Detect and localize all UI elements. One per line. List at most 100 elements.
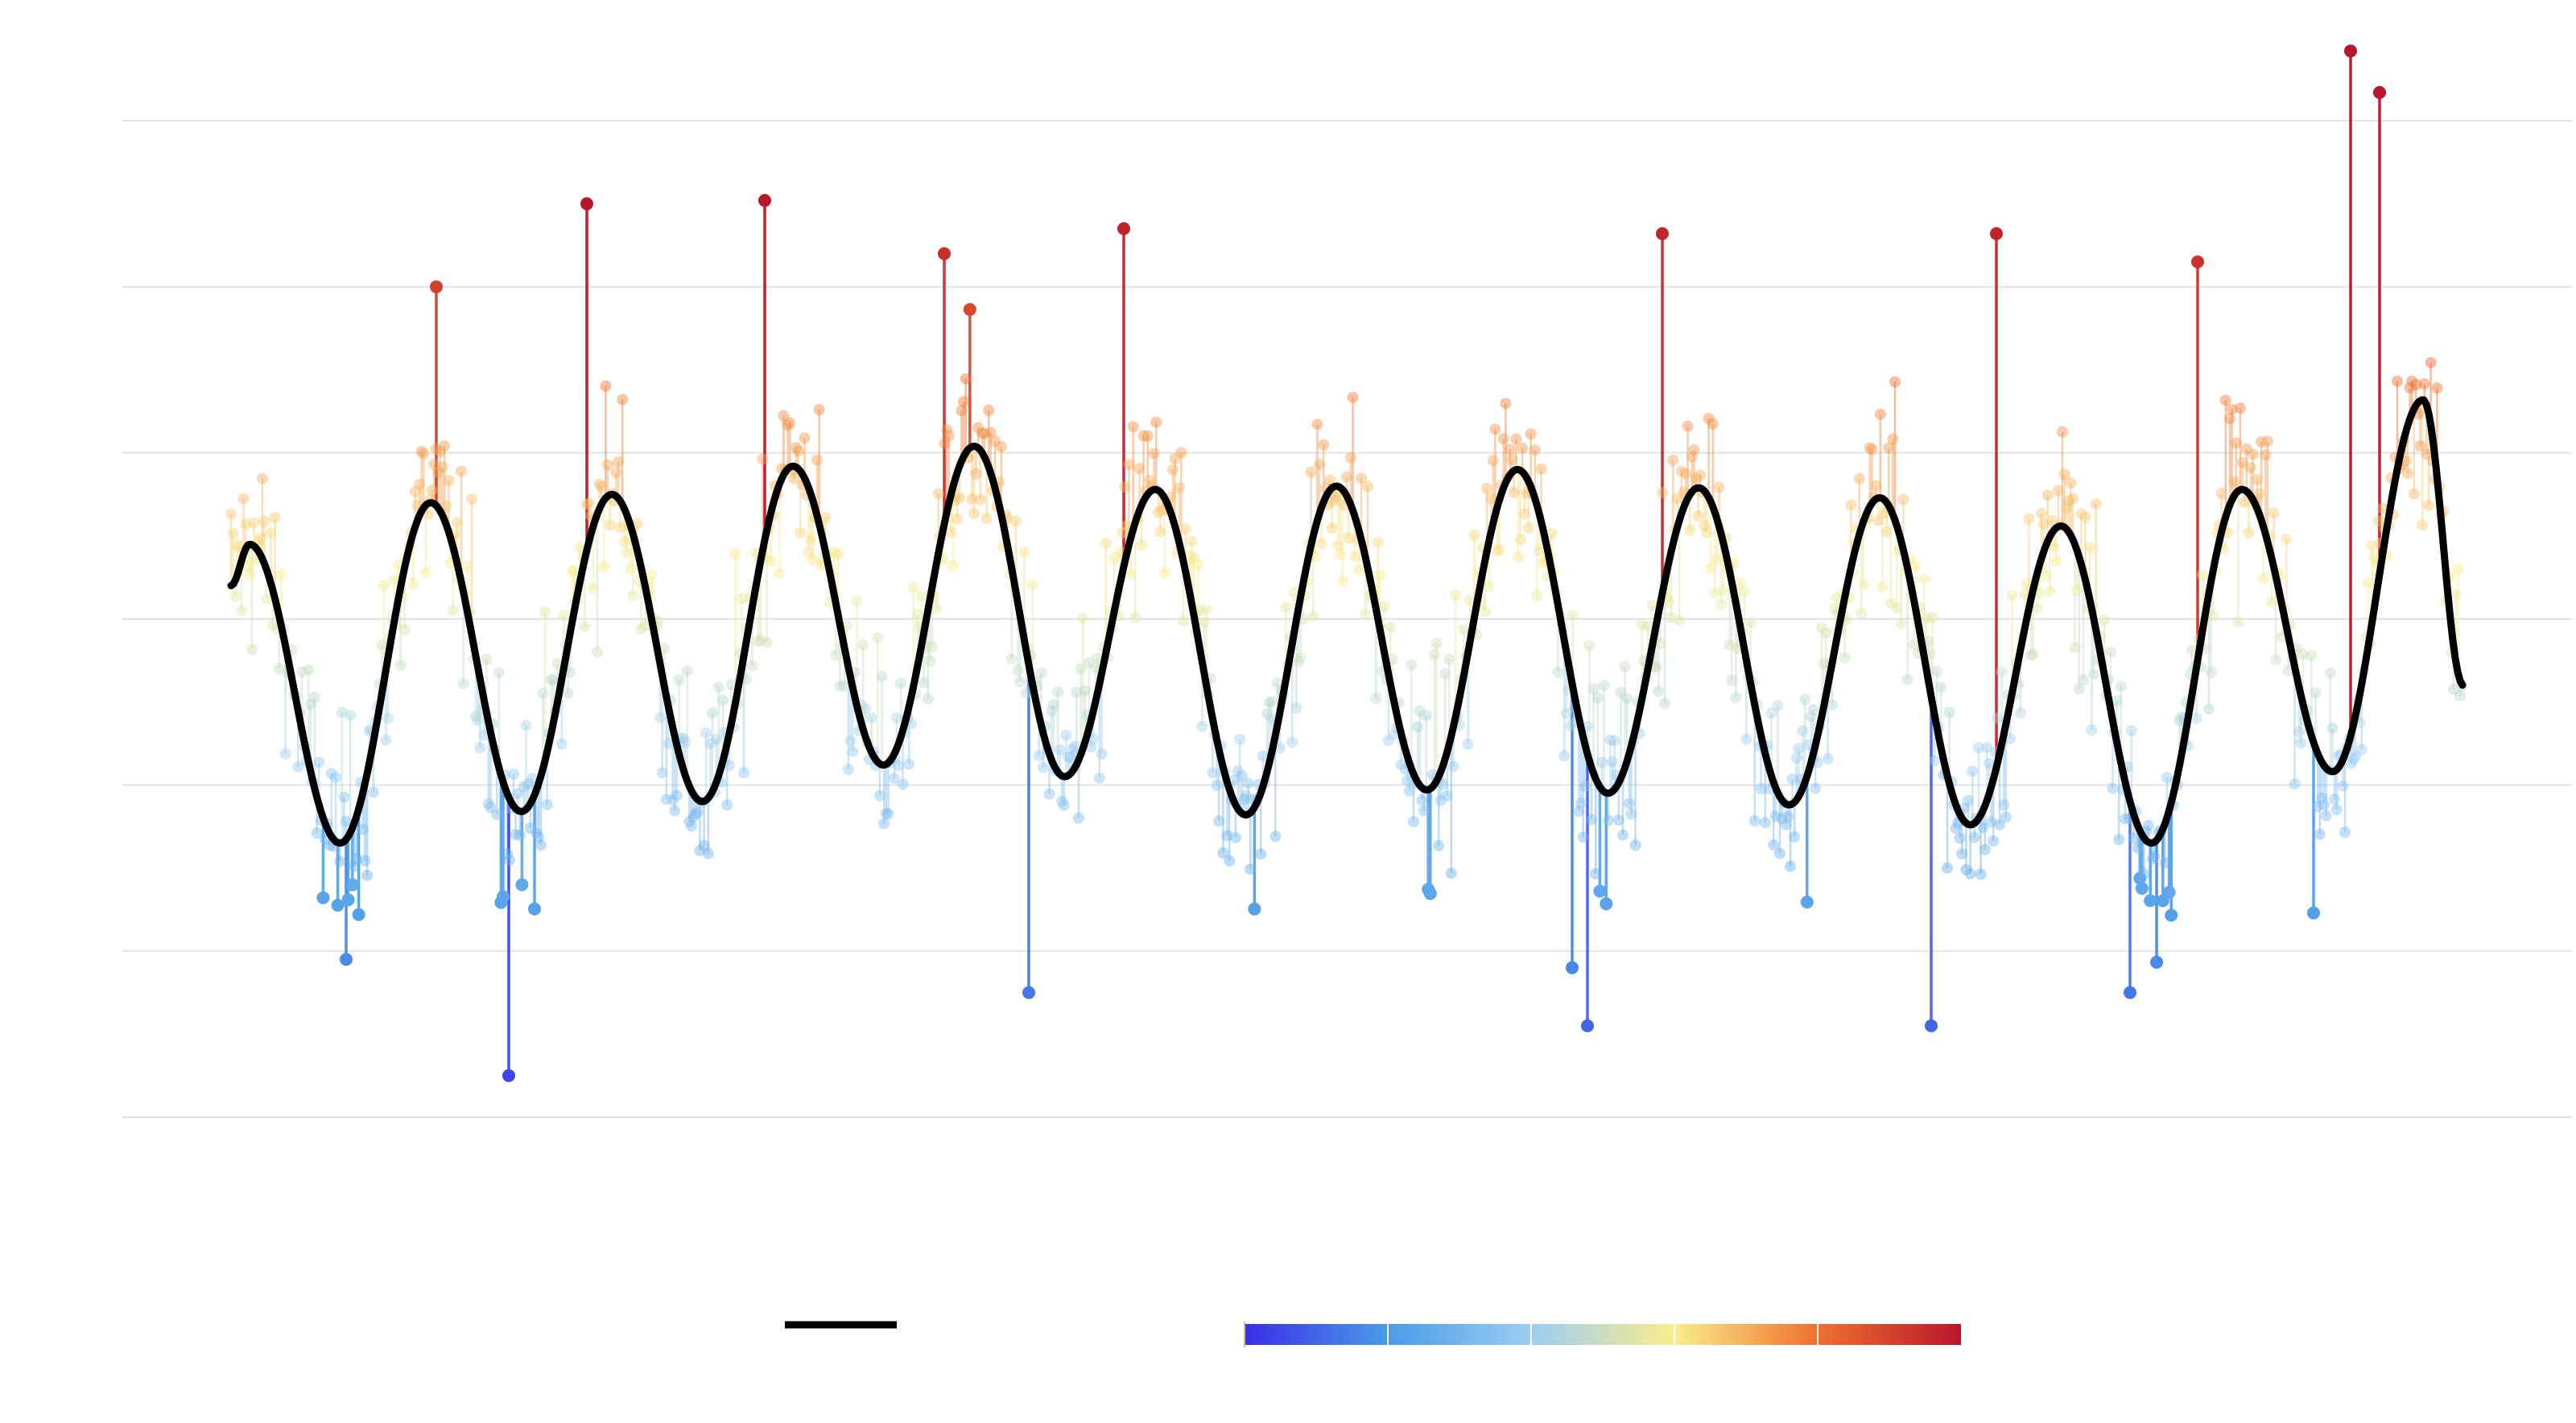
observation-point bbox=[1402, 774, 1414, 786]
observation-point bbox=[903, 758, 915, 770]
observation-point bbox=[2320, 810, 2332, 822]
observation-point bbox=[828, 547, 840, 559]
observation-point bbox=[2350, 750, 2361, 762]
observation-point bbox=[1360, 608, 1372, 621]
observation-point bbox=[1531, 590, 1543, 602]
observation-point bbox=[1406, 659, 1418, 671]
observation-point bbox=[1043, 788, 1055, 800]
observation-point bbox=[2107, 782, 2119, 794]
observation-point bbox=[1523, 522, 1534, 534]
observation-point bbox=[927, 641, 938, 653]
observation-point bbox=[671, 790, 683, 802]
observation-point bbox=[376, 639, 388, 651]
observation-point bbox=[625, 563, 637, 575]
observation-point bbox=[357, 823, 369, 835]
observation-point bbox=[545, 674, 557, 686]
observation-point bbox=[414, 478, 425, 490]
observation-point bbox=[1207, 766, 1219, 778]
observation-point bbox=[2132, 842, 2144, 854]
observation-point bbox=[874, 790, 886, 802]
observation-point bbox=[1060, 729, 1072, 741]
observation-point bbox=[2086, 724, 2098, 736]
observation-point bbox=[1653, 685, 1665, 697]
observation-point bbox=[2021, 578, 2033, 590]
observation-point bbox=[2236, 456, 2248, 468]
observation-point bbox=[972, 422, 985, 434]
observation-point bbox=[1056, 795, 1068, 807]
observation-point bbox=[2062, 494, 2074, 506]
observation-point bbox=[679, 736, 691, 748]
observation-point bbox=[1026, 579, 1038, 591]
observation-point bbox=[2019, 588, 2031, 600]
observation-point bbox=[1935, 681, 1947, 693]
observation-point bbox=[1793, 743, 1805, 755]
observation-point bbox=[1964, 868, 1976, 880]
observation-point bbox=[774, 567, 786, 580]
observation-point bbox=[237, 493, 250, 505]
observation-point bbox=[895, 677, 906, 689]
observation-point bbox=[1269, 831, 1282, 843]
observation-point bbox=[832, 548, 844, 560]
observation-point bbox=[2061, 501, 2073, 514]
observation-point bbox=[1600, 897, 1613, 910]
observation-point bbox=[248, 517, 260, 529]
observation-point bbox=[497, 890, 510, 904]
observation-point bbox=[1141, 430, 1154, 442]
observation-point bbox=[729, 548, 741, 560]
observation-point bbox=[1037, 761, 1049, 773]
observation-point bbox=[1152, 506, 1164, 518]
observation-point bbox=[1864, 442, 1876, 454]
observation-point bbox=[600, 380, 612, 392]
observation-point bbox=[1816, 622, 1827, 634]
observation-point bbox=[1776, 813, 1788, 825]
observation-point bbox=[765, 555, 777, 567]
observation-point bbox=[518, 781, 530, 793]
observation-point bbox=[2293, 726, 2305, 738]
observation-point bbox=[1035, 667, 1047, 679]
observation-point bbox=[758, 194, 771, 208]
observation-point bbox=[1506, 453, 1518, 465]
observation-point bbox=[1305, 466, 1317, 478]
observation-point bbox=[1158, 567, 1170, 579]
observation-point bbox=[436, 461, 448, 473]
observation-point bbox=[2115, 681, 2127, 693]
observation-point bbox=[1462, 738, 1474, 750]
observation-point bbox=[761, 637, 773, 649]
observation-point bbox=[1565, 720, 1576, 732]
observation-point bbox=[351, 853, 362, 865]
observation-point bbox=[1372, 536, 1384, 548]
observation-point bbox=[361, 869, 373, 881]
observation-point bbox=[331, 898, 345, 912]
observation-point bbox=[1684, 524, 1696, 536]
observation-point bbox=[481, 654, 493, 666]
legend bbox=[785, 1321, 1961, 1347]
observation-point bbox=[1096, 748, 1108, 760]
observation-point bbox=[2142, 819, 2154, 831]
observation-point bbox=[539, 606, 551, 618]
observation-point bbox=[627, 589, 639, 601]
observation-point bbox=[851, 595, 863, 607]
observation-point bbox=[1178, 615, 1189, 627]
observation-point bbox=[938, 247, 951, 261]
observation-point bbox=[2410, 378, 2422, 390]
observation-point bbox=[791, 442, 802, 454]
observation-point bbox=[2314, 828, 2326, 840]
observation-point bbox=[1315, 538, 1327, 550]
observation-point bbox=[2113, 834, 2125, 846]
observation-point bbox=[2330, 803, 2343, 815]
observation-point bbox=[2078, 674, 2089, 686]
observation-point bbox=[325, 767, 337, 779]
observation-point bbox=[338, 791, 350, 803]
observation-point bbox=[1504, 443, 1516, 456]
observation-point bbox=[1755, 782, 1767, 794]
observation-point bbox=[604, 519, 616, 531]
observation-point bbox=[341, 815, 352, 827]
observation-point bbox=[1590, 868, 1602, 880]
observation-point bbox=[528, 902, 541, 916]
observation-point bbox=[968, 507, 980, 519]
observation-point bbox=[1356, 472, 1367, 485]
observation-point bbox=[1221, 830, 1233, 842]
observation-point bbox=[2373, 85, 2386, 99]
observation-point bbox=[258, 515, 270, 527]
observation-point bbox=[2023, 513, 2035, 525]
